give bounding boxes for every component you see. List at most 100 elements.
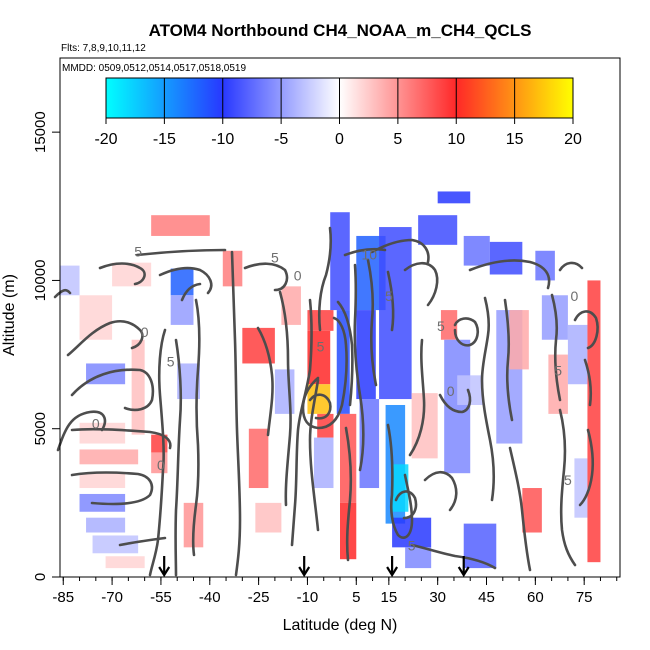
heatmap-cell (255, 502, 282, 533)
contour-line (148, 328, 167, 577)
heatmap-cell (131, 339, 145, 435)
contour-line (438, 388, 472, 414)
contour-line (135, 248, 227, 257)
heatmap-cell (379, 227, 412, 400)
heatmap-cell (522, 488, 542, 533)
x-tick-label: 30 (429, 589, 446, 606)
contour-line (56, 410, 107, 452)
contour-line (394, 490, 418, 520)
heatmap-cell (313, 437, 334, 489)
heatmap-cell (79, 295, 113, 340)
colorbar-tick-label: -10 (211, 131, 234, 148)
colorbar-tick-label: -15 (153, 131, 176, 148)
heatmap-cell (574, 458, 588, 518)
y-tick-label: 15000 (32, 111, 49, 153)
contour-line (278, 290, 292, 507)
colorbar-tick-label: 20 (564, 131, 582, 148)
contour-line (423, 470, 458, 512)
contour-line (386, 423, 414, 539)
mmdd-label: MMDD: 0509,0512,0514,0517,0518,0519 (62, 63, 246, 74)
heatmap-cell (587, 280, 601, 563)
heatmap-cell (359, 399, 380, 489)
heatmap-cell (405, 547, 432, 569)
contour-label: 0 (141, 324, 149, 340)
contour-line (118, 536, 167, 547)
heatmap-cell (248, 428, 269, 489)
contour-line (386, 270, 395, 332)
heatmap-cell (177, 363, 200, 400)
contour-line (403, 261, 439, 307)
contour-line (366, 258, 378, 387)
colorbar-tick-label: 15 (506, 131, 524, 148)
colorbar-tick-label: -20 (94, 131, 117, 148)
flight-arrow (298, 556, 311, 578)
contour-line (468, 259, 551, 290)
contour-line (503, 298, 514, 422)
contour-label: 10 (362, 247, 378, 263)
contour-line (480, 296, 496, 502)
y-axis-label: Altitude (m) (1, 274, 18, 356)
colorbar-tick-label: -5 (274, 131, 288, 148)
contour-label: 5 (437, 318, 445, 334)
contour-label: 5 (167, 353, 175, 369)
x-tick-label: 60 (527, 589, 544, 606)
contour-line (180, 282, 202, 302)
heatmap-cell (281, 286, 301, 325)
contour-line (66, 319, 144, 357)
contour-line (578, 428, 595, 507)
heatmap-cell (437, 191, 471, 204)
contour-line (308, 393, 332, 420)
contour-label: 5 (554, 362, 562, 378)
contour-line (353, 263, 365, 472)
heatmap-cell (170, 295, 194, 325)
contour-line (230, 250, 242, 577)
x-tick-label: -70 (101, 589, 123, 606)
x-tick-label: -85 (52, 589, 74, 606)
contour-line (573, 310, 599, 350)
heatmap-cell (86, 517, 126, 533)
contour-line (408, 338, 426, 457)
heatmap-cell (509, 310, 529, 370)
contour-line (410, 543, 497, 570)
contour-label: 0 (157, 457, 165, 473)
x-axis-label: Latitude (deg N) (283, 617, 398, 634)
contour-line (70, 427, 172, 450)
contour-label: 5 (317, 339, 325, 355)
contour-label: 0 (447, 383, 455, 399)
heatmap-cell (60, 265, 80, 296)
contour-line (53, 288, 72, 299)
heatmap-cell (151, 215, 210, 236)
contour-label: 5 (564, 472, 572, 488)
heatmap-cell (336, 310, 350, 414)
contour-line (290, 298, 313, 547)
flights-label: Flts: 7,8,9,10,11,12 (61, 43, 146, 54)
contour-line (508, 446, 532, 572)
x-tick-label: 5 (352, 589, 360, 606)
colorbar-tick-label: 10 (447, 131, 465, 148)
heatmap-cell (489, 241, 523, 275)
colorbar-tick-label: 0 (335, 131, 344, 148)
heatmap-cell (392, 464, 409, 512)
contour-line (191, 298, 201, 557)
contour-line (317, 226, 333, 332)
x-tick-label: 15 (380, 589, 397, 606)
contour-line (256, 326, 274, 437)
heatmap-cell (79, 473, 126, 489)
contour-line (243, 262, 289, 292)
x-tick-label: -25 (248, 589, 270, 606)
colorbar: -20 -15 -10 -5 0 5 10 15 20 (94, 77, 582, 148)
contour-lines (53, 226, 599, 577)
contour-label: 5 (134, 244, 142, 260)
heatmap-cell (170, 268, 194, 296)
x-tick-label: 75 (576, 589, 593, 606)
y-tick-label: 5000 (32, 412, 49, 445)
heatmap-cell (418, 215, 458, 245)
contour-label: 5 (408, 537, 416, 553)
contour-label: 0 (92, 416, 100, 432)
contour-label: 0 (571, 288, 579, 304)
contour-line (336, 300, 354, 407)
y-tick-label: 0 (32, 573, 49, 581)
contour-line (158, 266, 213, 295)
